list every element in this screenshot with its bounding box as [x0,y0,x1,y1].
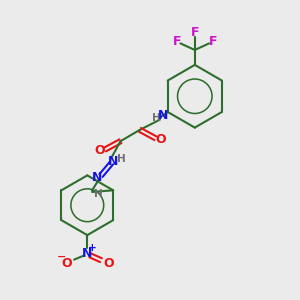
Text: N: N [158,109,168,122]
Text: O: O [103,257,113,270]
Text: H: H [117,154,125,164]
Text: F: F [208,34,217,47]
Text: O: O [94,144,105,157]
Text: F: F [172,34,181,47]
Text: H: H [152,113,161,124]
Text: −: − [57,252,66,262]
Text: H: H [94,189,102,199]
Text: N: N [82,247,92,260]
Text: N: N [92,171,103,184]
Text: O: O [61,257,72,270]
Text: F: F [190,26,199,39]
Text: +: + [88,243,97,253]
Text: O: O [155,133,166,146]
Text: N: N [107,155,118,168]
